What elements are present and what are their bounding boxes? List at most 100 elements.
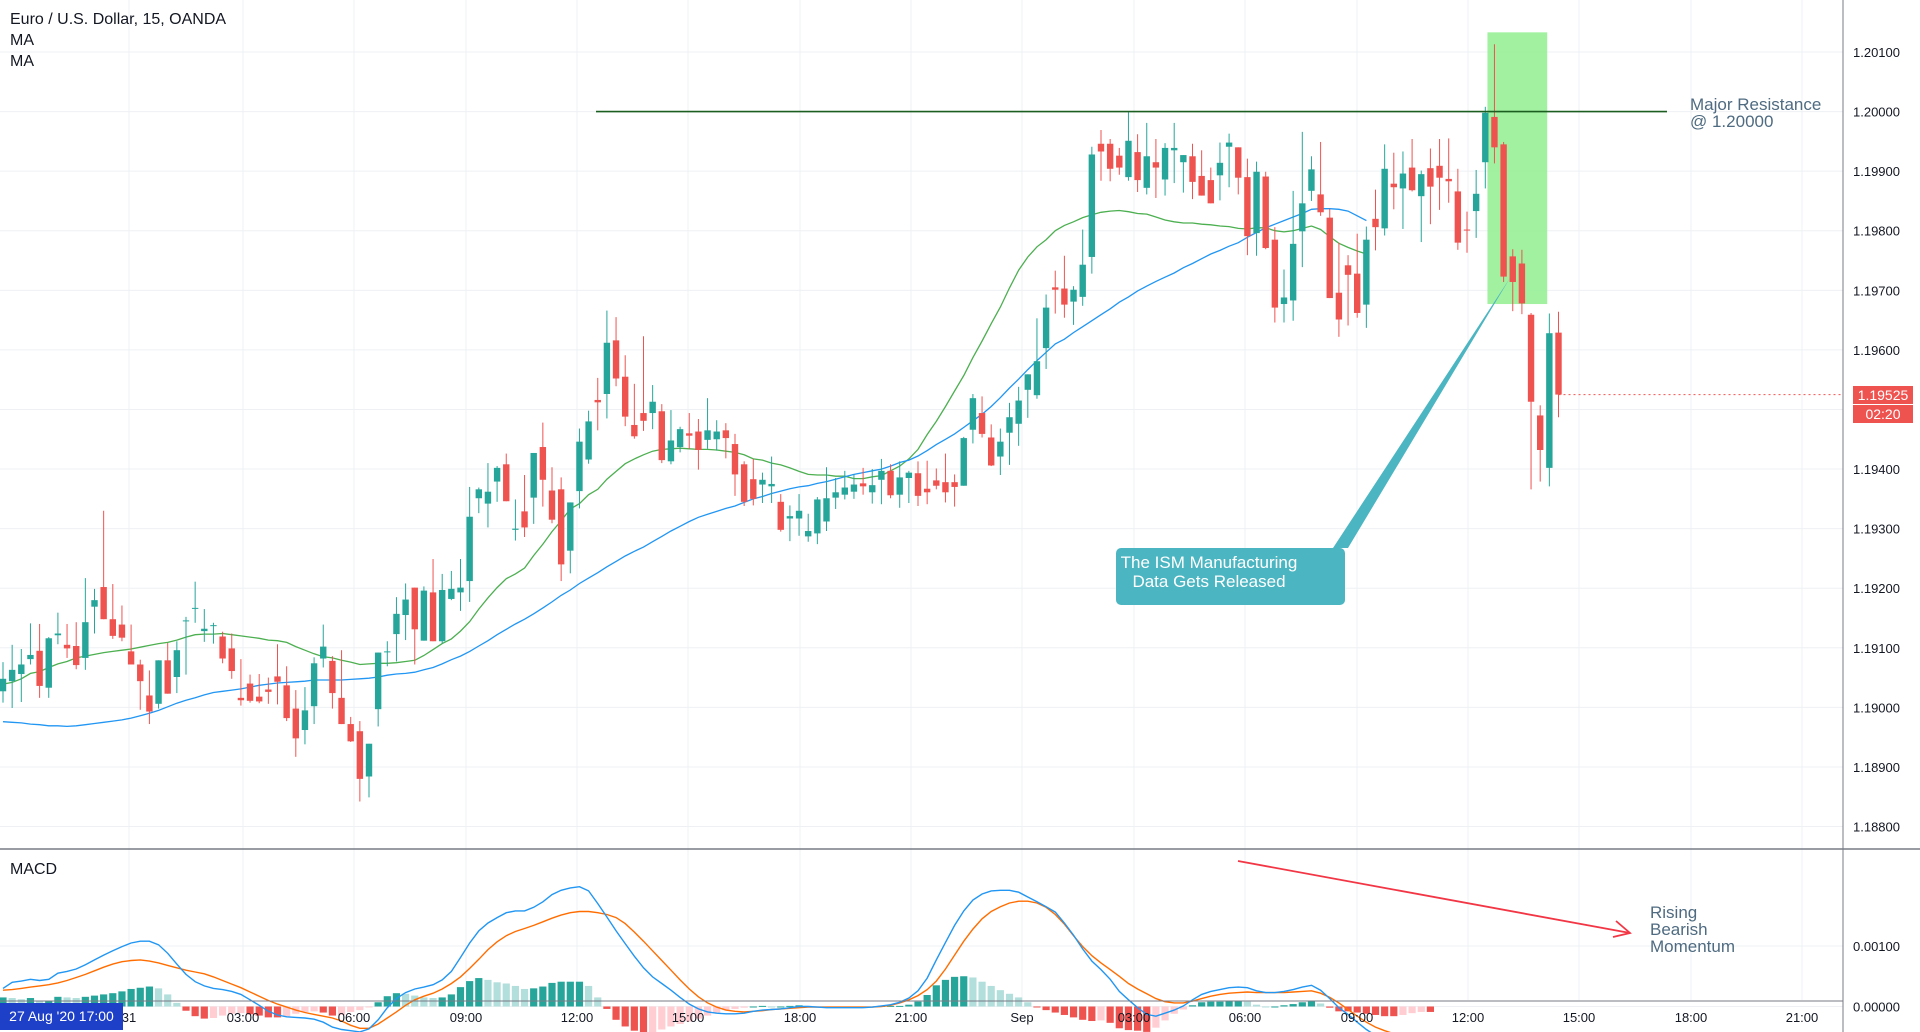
candle bbox=[1070, 286, 1077, 325]
macd-histogram-bar bbox=[1225, 1001, 1233, 1007]
candle bbox=[649, 385, 656, 430]
candle-body bbox=[1134, 152, 1141, 181]
candle bbox=[1171, 122, 1178, 184]
candle bbox=[301, 687, 309, 745]
macd-histogram-bar bbox=[722, 1006, 730, 1011]
candle bbox=[429, 559, 437, 642]
candle-body bbox=[1555, 332, 1562, 395]
candle-body bbox=[356, 731, 364, 779]
macd-histogram-bar bbox=[8, 998, 16, 1007]
macd-histogram-bar bbox=[1417, 1006, 1425, 1012]
macd-histogram-bar bbox=[969, 977, 977, 1007]
symbol-title[interactable]: Euro / U.S. Dollar, 15, OANDA bbox=[10, 11, 227, 28]
candle-body bbox=[1216, 162, 1224, 176]
price-tick-label: 1.19400 bbox=[1853, 462, 1900, 477]
candlesticks[interactable] bbox=[0, 44, 1562, 802]
candle bbox=[27, 623, 34, 665]
price-tick-label: 1.20100 bbox=[1853, 45, 1900, 60]
candle-body bbox=[411, 587, 418, 630]
macd-histogram-bar bbox=[1326, 1006, 1334, 1008]
candle-body bbox=[466, 516, 473, 582]
annotation-overlays bbox=[596, 110, 1843, 938]
candle bbox=[100, 510, 107, 620]
macd-histogram-bar bbox=[1252, 1004, 1261, 1007]
callout-box bbox=[1116, 548, 1345, 605]
candle-body bbox=[1225, 142, 1233, 147]
candle bbox=[594, 377, 601, 431]
candle bbox=[63, 623, 71, 658]
macd-histogram-bar bbox=[1042, 1006, 1050, 1011]
macd-histogram-bar bbox=[1280, 1005, 1288, 1007]
candle-body bbox=[292, 708, 299, 739]
time-tick-label: 15:00 bbox=[672, 1010, 705, 1025]
macd-histogram-bar bbox=[475, 978, 483, 1007]
indicator-legend-ma-1[interactable]: MA bbox=[10, 32, 34, 49]
candle bbox=[1537, 405, 1544, 482]
macd-histogram-bar bbox=[777, 1006, 785, 1008]
indicator-legend-ma-2[interactable]: MA bbox=[10, 53, 34, 70]
candle bbox=[1235, 147, 1242, 195]
macd-histogram-bar bbox=[420, 997, 428, 1007]
candle-body bbox=[347, 724, 354, 742]
candle bbox=[493, 466, 501, 502]
candle-body bbox=[246, 683, 254, 701]
candle-body bbox=[850, 484, 858, 492]
candle-body bbox=[1445, 178, 1452, 182]
candle bbox=[1482, 106, 1489, 189]
macd-histogram-bar bbox=[484, 979, 492, 1007]
macd-histogram-bar bbox=[1390, 1006, 1398, 1017]
candle bbox=[1344, 255, 1352, 326]
candle bbox=[54, 612, 62, 645]
candle bbox=[704, 398, 711, 449]
macd-histogram-bar bbox=[530, 988, 538, 1007]
candle bbox=[686, 413, 693, 449]
candle-body bbox=[814, 499, 821, 534]
macd-tick-label: 0.00000 bbox=[1853, 1000, 1900, 1015]
macd-histogram-bar bbox=[630, 1006, 638, 1031]
candle-body bbox=[649, 401, 656, 414]
candle-body bbox=[27, 654, 34, 660]
macd-histogram-bar bbox=[1289, 1004, 1297, 1007]
candle bbox=[1116, 147, 1123, 175]
callout-pointer bbox=[1333, 278, 1510, 548]
candle-body bbox=[567, 502, 574, 551]
candle bbox=[676, 426, 684, 453]
momentum-label-line-2: Bearish bbox=[1650, 920, 1708, 939]
macd-histogram-bar bbox=[932, 985, 940, 1007]
macd-panel bbox=[0, 885, 1434, 1032]
candle bbox=[622, 355, 629, 427]
price-tick-label: 1.19300 bbox=[1853, 522, 1900, 537]
candle bbox=[740, 461, 748, 506]
time-tick-label: 03:00 bbox=[227, 1010, 260, 1025]
macd-histogram-bar bbox=[703, 1006, 712, 1016]
candle-body bbox=[1171, 147, 1178, 151]
candle bbox=[951, 474, 958, 507]
time-tick-label: 21:00 bbox=[895, 1010, 928, 1025]
candle bbox=[173, 641, 181, 694]
moving-averages bbox=[2, 208, 1367, 728]
candle-body bbox=[429, 592, 437, 642]
candle bbox=[1509, 249, 1516, 312]
macd-histogram-bar bbox=[283, 1006, 291, 1017]
candle bbox=[374, 652, 382, 727]
candle bbox=[109, 584, 116, 639]
macd-histogram-bar bbox=[1033, 1006, 1041, 1008]
ism-callout-line-1: The ISM Manufacturing bbox=[1120, 553, 1298, 572]
price-tick-label: 1.19900 bbox=[1853, 164, 1900, 179]
candle bbox=[256, 674, 263, 704]
candle bbox=[612, 317, 620, 387]
candle bbox=[164, 643, 171, 694]
macd-legend[interactable]: MACD bbox=[10, 861, 58, 878]
candle-body bbox=[173, 650, 181, 677]
momentum-trend-arrow bbox=[1237, 860, 1631, 934]
candle bbox=[82, 578, 89, 670]
candle bbox=[201, 609, 208, 642]
candle-body bbox=[100, 587, 107, 620]
candle-body bbox=[118, 624, 126, 638]
time-tick-label: 18:00 bbox=[784, 1010, 817, 1025]
macd-histogram-bar bbox=[1124, 1006, 1133, 1031]
candle bbox=[759, 472, 766, 504]
